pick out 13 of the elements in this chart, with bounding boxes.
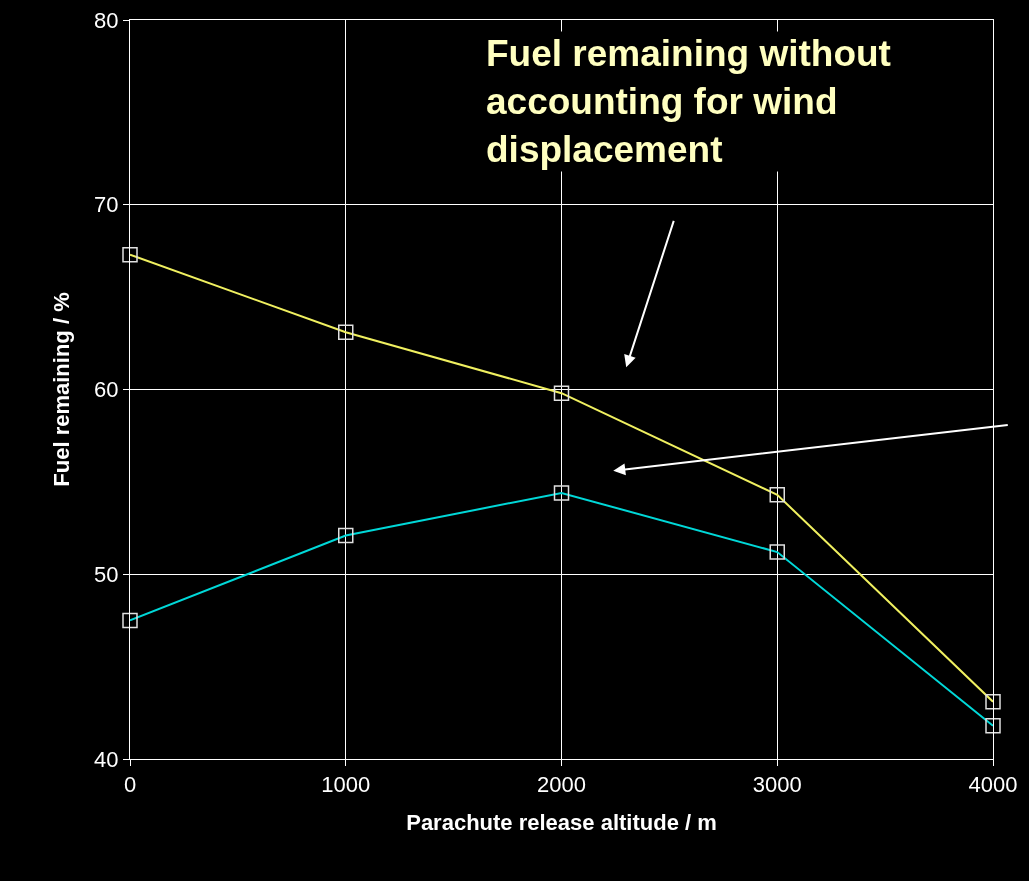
x-axis-title: Parachute release altitude / m	[406, 810, 717, 836]
x-tick-label: 2000	[537, 772, 586, 798]
y-tick-label: 60	[94, 377, 119, 403]
x-tick-label: 4000	[968, 772, 1018, 798]
y-axis-title: Fuel remaining / %	[48, 292, 74, 487]
annotation: Fuel remaining without accounting for wind displacement	[486, 33, 891, 171]
x-tick-label: 1000	[321, 772, 371, 798]
y-tick-label: 40	[94, 746, 119, 772]
y-tick-label: 70	[94, 192, 119, 218]
x-tick-label: 3000	[752, 772, 802, 798]
x-tick-label: 0	[123, 772, 137, 798]
y-tick-label: 50	[94, 561, 119, 587]
y-tick-label: 80	[94, 7, 119, 33]
